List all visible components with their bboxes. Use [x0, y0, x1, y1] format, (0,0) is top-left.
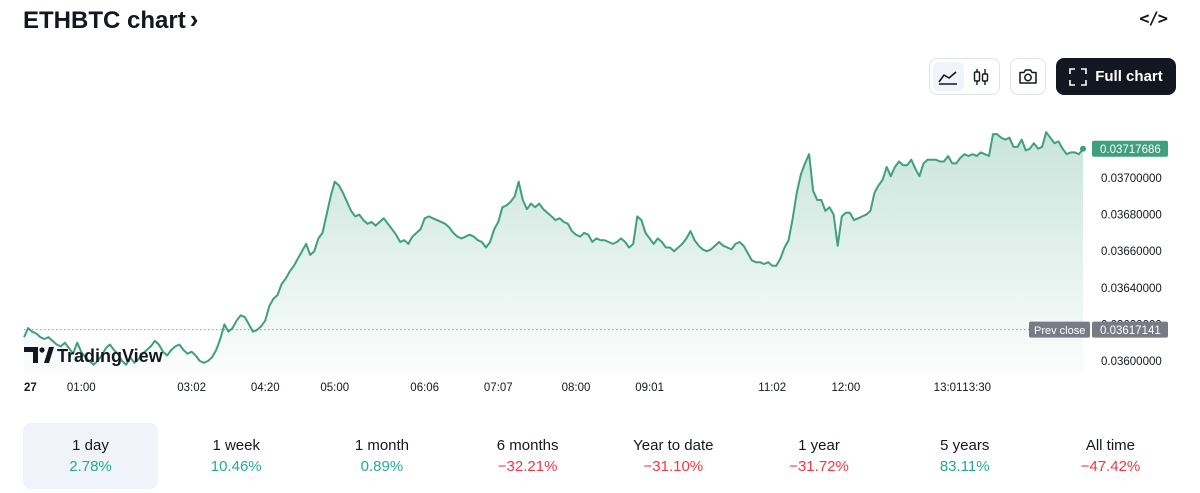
chevron-right-icon: › [189, 4, 199, 34]
candlestick-icon [973, 68, 988, 85]
prev-close-tag-label: Prev close [1034, 325, 1085, 337]
tradingview-logo-slash [44, 347, 54, 363]
chart-style-toggle [929, 58, 1000, 95]
period-label: All time [1085, 437, 1136, 454]
prev-close-tag [1029, 321, 1090, 338]
period-label: 1 year [798, 437, 840, 454]
period-tab[interactable]: 5 years 83.11% [897, 423, 1032, 489]
x-tick-label: 12:00 [831, 382, 860, 394]
last-price-label: 0.03717686 [1100, 144, 1161, 156]
prev-close-value: 0.03617141 [1100, 325, 1161, 337]
period-tab[interactable]: 1 day 2.78% [23, 423, 159, 489]
camera-icon [1019, 69, 1037, 84]
x-tick-label: 09:01 [635, 382, 664, 394]
x-tick-label: 04:20 [251, 382, 280, 394]
x-tick-label: 11:02 [758, 382, 786, 394]
period-label: 1 month [354, 437, 410, 454]
tradingview-logo-mark [24, 347, 38, 363]
line-chart-button[interactable] [933, 62, 964, 91]
embed-code-icon[interactable]: </> [1139, 9, 1168, 29]
y-tick-label: 0.03640000 [1101, 283, 1162, 295]
tradingview-logo: TradingView [24, 346, 164, 366]
x-tick-label: 27 [24, 382, 37, 394]
x-tick-label: 03:02 [177, 382, 206, 394]
line-chart-icon [938, 70, 958, 85]
period-change: −31.72% [789, 458, 849, 475]
y-tick-label: 0.03600000 [1101, 356, 1162, 368]
x-tick-label: 05:00 [320, 382, 349, 394]
y-tick-label: 0.03660000 [1101, 246, 1162, 258]
page-title[interactable]: ETHBTC chart › [23, 4, 199, 35]
price-area-fill [24, 132, 1083, 373]
period-change: 83.11% [939, 458, 990, 475]
period-tab[interactable]: 6 months −32.21% [460, 423, 595, 489]
period-change: 2.78% [69, 458, 112, 475]
x-tick-label: 13:30 [962, 382, 991, 394]
prev-close-badge [1092, 321, 1168, 338]
x-tick-label: 08:00 [562, 382, 591, 394]
period-change: −47.42% [1080, 458, 1141, 475]
price-line [23, 131, 1084, 366]
x-tick-label: 06:06 [410, 382, 439, 394]
full-chart-label: Full chart [1095, 68, 1163, 85]
last-price-badge [1092, 140, 1168, 157]
period-selector: 1 day 2.78% 1 week 10.46% 1 month 0.89% 6 mont… [23, 423, 1178, 489]
period-tab[interactable]: 1 week 10.46% [169, 423, 304, 489]
period-label: 5 years [940, 437, 990, 454]
period-tab[interactable]: 1 month 0.89% [314, 423, 449, 489]
y-tick-label: 0.03680000 [1101, 210, 1162, 222]
period-label: 6 months [496, 437, 559, 454]
period-label: 1 day [72, 437, 109, 454]
period-tab[interactable]: Year to date −31.10% [606, 423, 741, 489]
last-price-dot [1080, 145, 1086, 152]
price-chart[interactable]: 0.03700000 0.03680000 0.03660000 0.03640000… [0, 105, 1200, 405]
period-tab[interactable]: 1 year −31.72% [752, 423, 887, 489]
period-change: −32.21% [497, 458, 558, 475]
tradingview-wordmark: TradingView [57, 346, 164, 366]
y-tick-label: 0.03700000 [1101, 173, 1162, 185]
screenshot-button[interactable] [1010, 58, 1046, 95]
period-label: Year to date [633, 437, 714, 454]
x-tick-label: 01:00 [67, 382, 96, 394]
expand-icon [1069, 67, 1088, 86]
candlestick-button[interactable] [966, 62, 997, 91]
tradingview-logo-dot [39, 347, 45, 353]
period-tab[interactable]: All time −47.42% [1043, 423, 1178, 489]
x-tick-label: 07:07 [484, 382, 513, 394]
period-change: 0.89% [360, 458, 404, 475]
period-change: 10.46% [210, 458, 262, 475]
period-label: 1 week [212, 437, 260, 454]
full-chart-button[interactable]: Full chart [1056, 58, 1176, 95]
chart-title-text: ETHBTC chart [23, 6, 186, 34]
period-change: −31.10% [643, 458, 704, 475]
x-tick-label: 13:01 [934, 382, 963, 394]
